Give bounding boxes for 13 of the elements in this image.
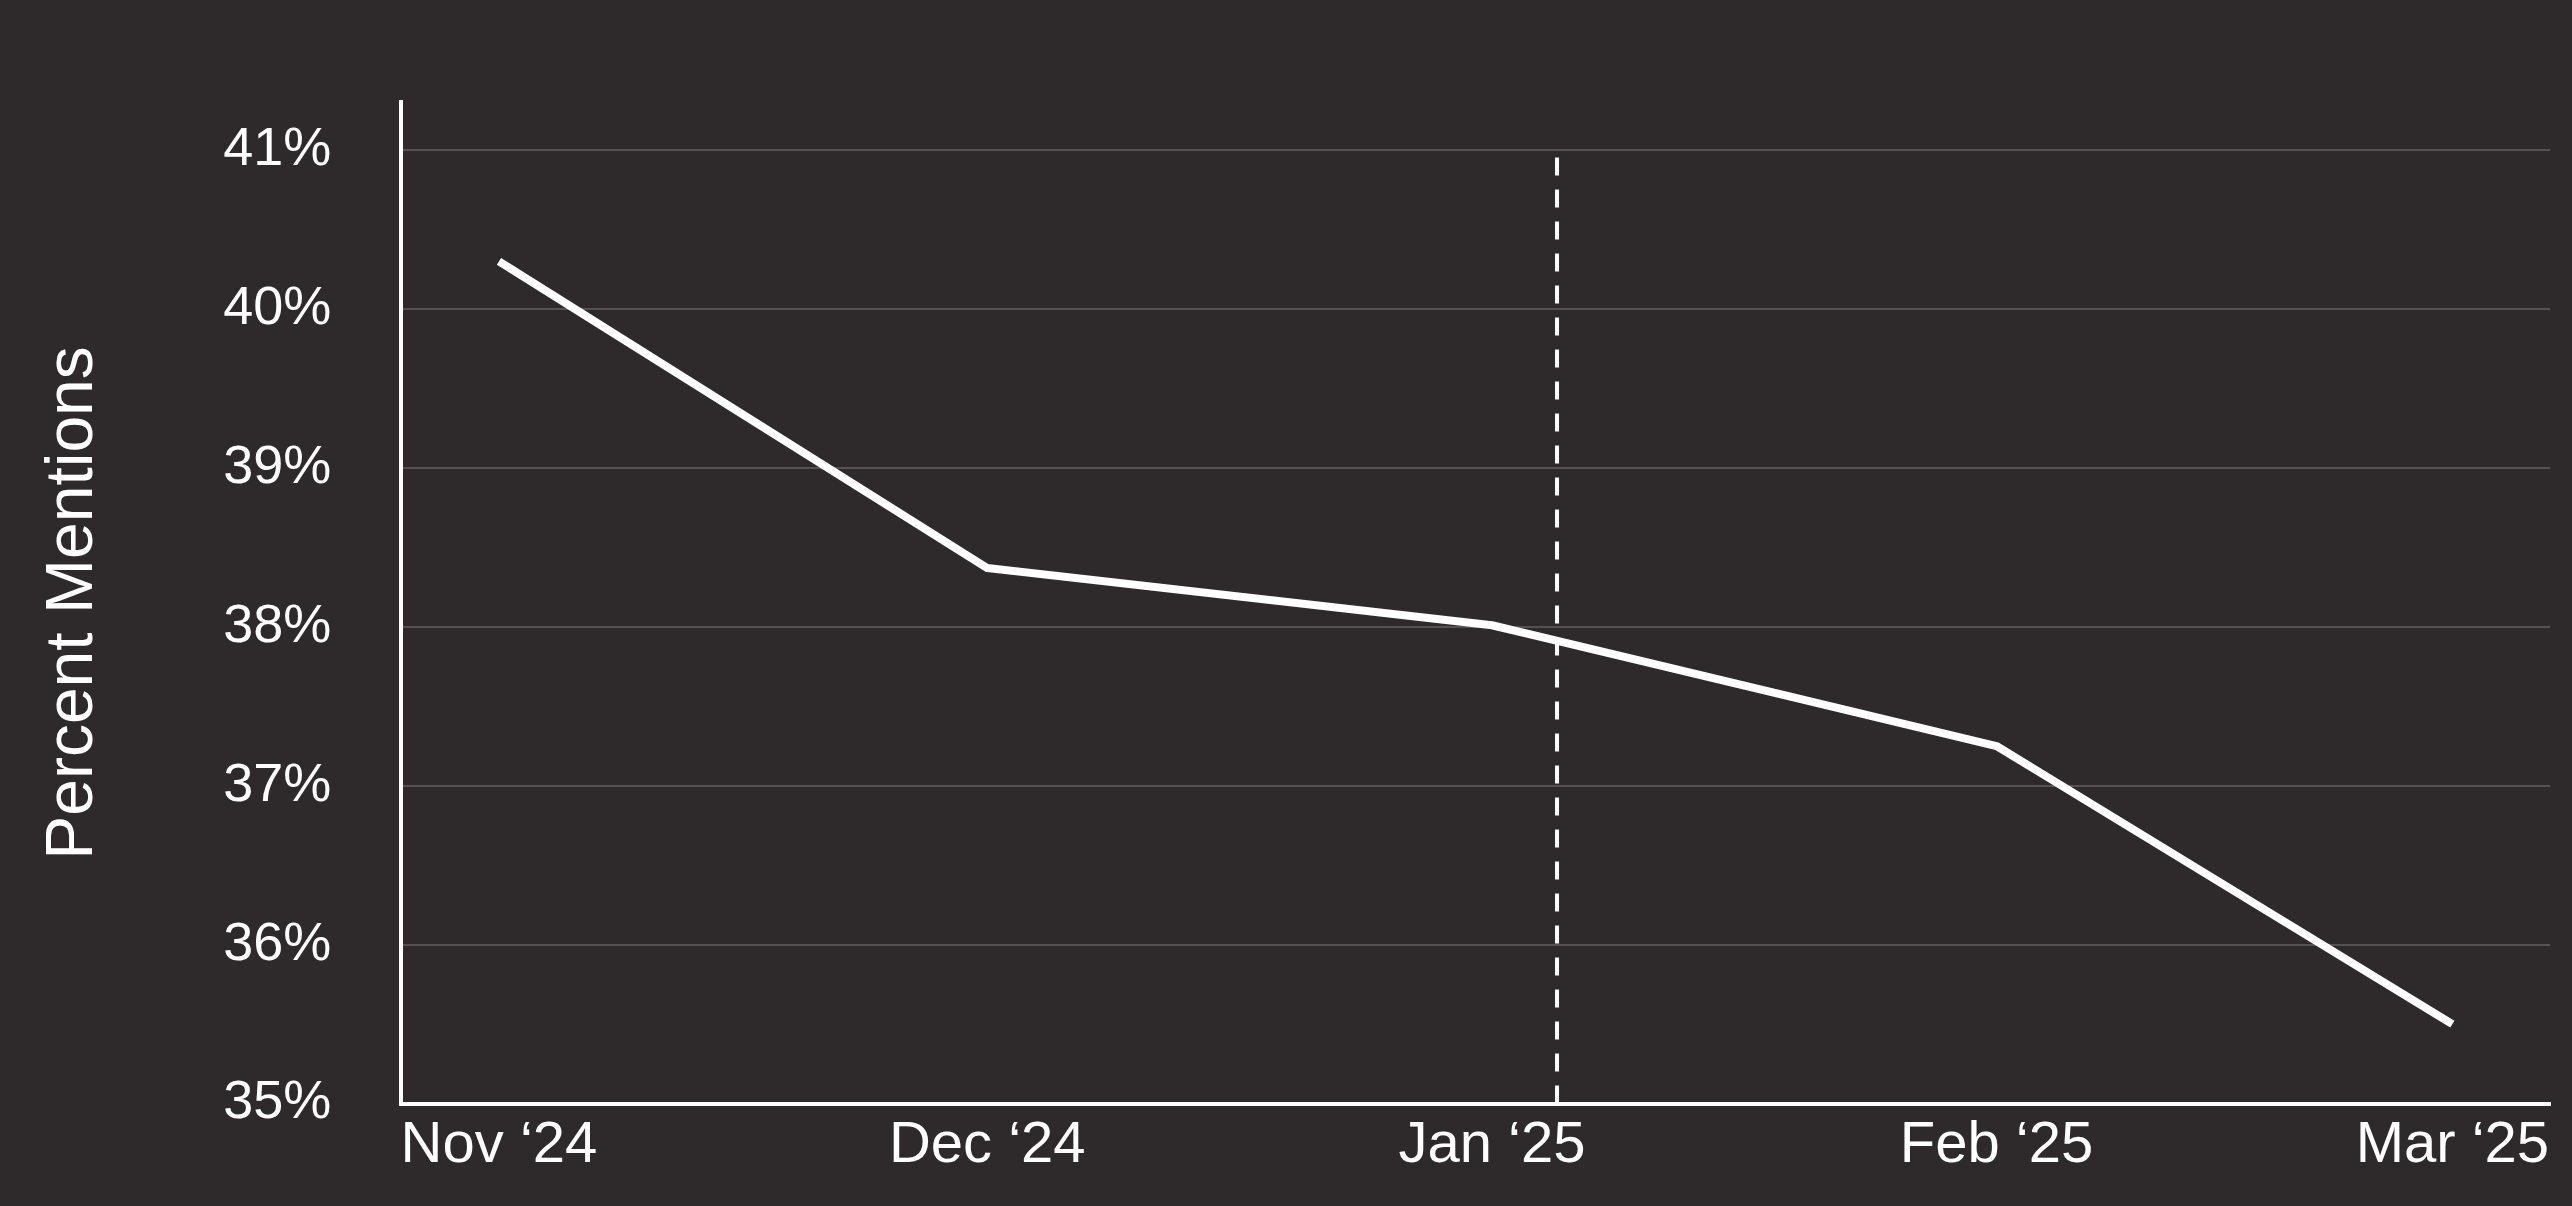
y-tick-label: 36% — [223, 910, 332, 971]
x-tick-label: Feb ‘25 — [1899, 1109, 2094, 1175]
y-tick-label: 38% — [223, 592, 332, 653]
y-tick-label: 35% — [223, 1069, 332, 1130]
y-tick-label: 40% — [223, 274, 332, 335]
y-tick-label: 37% — [223, 751, 332, 812]
y-axis-title: Percent Mentions — [31, 346, 106, 860]
x-tick-label: Nov ‘24 — [400, 1109, 598, 1175]
x-tick-label: Mar ‘25 — [2355, 1109, 2550, 1175]
x-tick-label: Dec ‘24 — [888, 1109, 1086, 1175]
y-tick-label: 41% — [223, 115, 332, 176]
x-tick-label: Jan ‘25 — [1398, 1109, 1586, 1175]
y-tick-label: 39% — [223, 433, 332, 494]
